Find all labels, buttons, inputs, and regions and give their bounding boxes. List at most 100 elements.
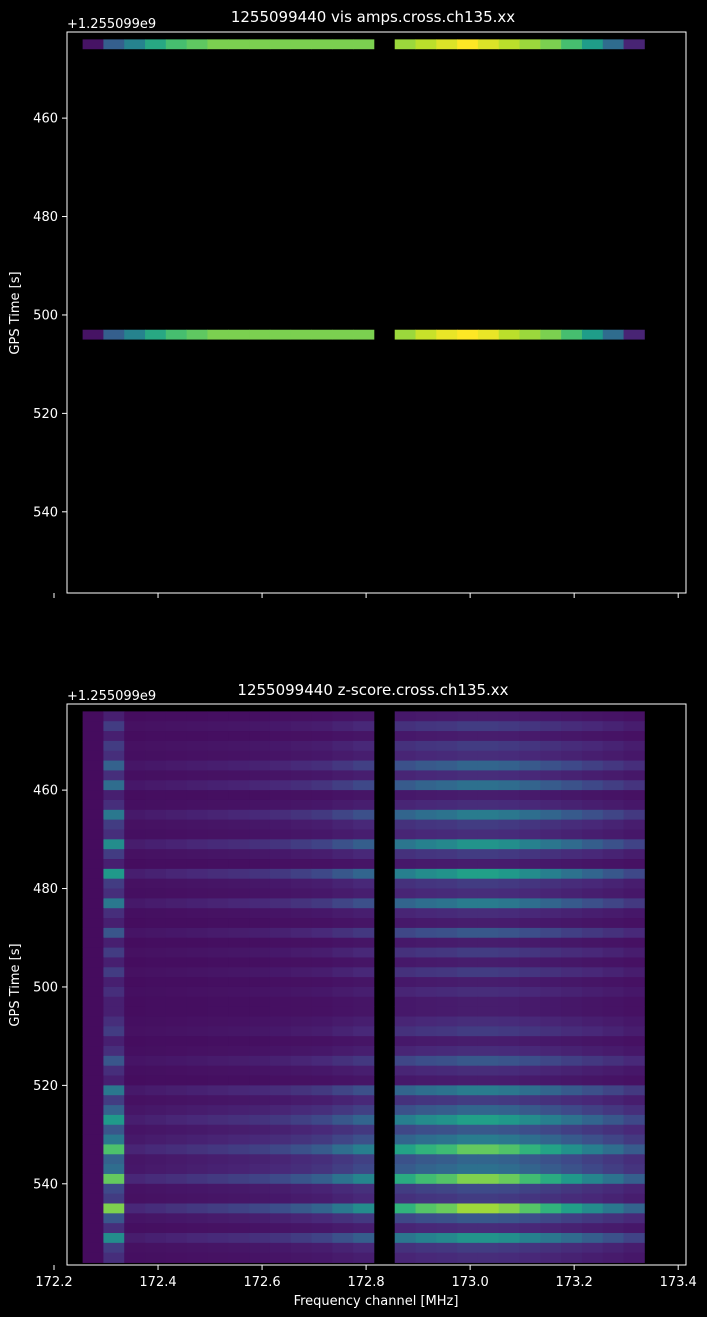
- heatmap-cell: [186, 908, 208, 919]
- heatmap-cell: [457, 1114, 479, 1126]
- heatmap-cell: [249, 1095, 271, 1106]
- heatmap-cell: [290, 329, 312, 340]
- heatmap-cell: [290, 1016, 312, 1027]
- heatmap-cell: [82, 859, 104, 870]
- heatmap-cell: [249, 1233, 271, 1244]
- heatmap-cell: [602, 750, 624, 761]
- heatmap-cell: [436, 770, 458, 781]
- heatmap-cell: [249, 829, 271, 840]
- heatmap-cell: [124, 1036, 146, 1047]
- heatmap-cell: [477, 780, 500, 791]
- heatmap-cell: [457, 819, 479, 830]
- heatmap-cell: [103, 839, 125, 850]
- heatmap-cell: [540, 1144, 562, 1155]
- heatmap-cell: [353, 937, 375, 948]
- heatmap-cell: [602, 927, 624, 939]
- heatmap-cell: [353, 967, 375, 978]
- heatmap-cell: [82, 819, 104, 830]
- heatmap-cell: [602, 839, 624, 850]
- heatmap-cell: [561, 1233, 583, 1244]
- heatmap-cell: [394, 799, 416, 811]
- heatmap-cell: [457, 1183, 479, 1195]
- heatmap-cell: [207, 1075, 229, 1086]
- heatmap-cell: [415, 809, 437, 821]
- heatmap-cell: [332, 937, 354, 948]
- heatmap-cell: [436, 750, 458, 761]
- heatmap-cell: [581, 868, 604, 880]
- heatmap-cell: [186, 1164, 208, 1175]
- heatmap-cell: [124, 1095, 146, 1106]
- heatmap-cell: [311, 721, 333, 732]
- heatmap-cell: [477, 1046, 500, 1057]
- heatmap-cell: [290, 780, 312, 791]
- heatmap-cell: [290, 868, 312, 880]
- heatmap-cell: [519, 898, 541, 909]
- heatmap-cell: [353, 809, 375, 821]
- heatmap-cell: [207, 790, 229, 801]
- heatmap-cell: [394, 711, 416, 722]
- heatmap-cell: [498, 918, 520, 929]
- heatmap-cell: [498, 1223, 520, 1234]
- heatmap-cell: [581, 1026, 604, 1037]
- heatmap-cell: [186, 967, 208, 978]
- heatmap-cell: [124, 878, 146, 889]
- heatmap-cell: [290, 1046, 312, 1057]
- heatmap-cell: [228, 1134, 250, 1145]
- heatmap-cell: [311, 1144, 333, 1155]
- heatmap-cell: [207, 1036, 229, 1047]
- heatmap-cell: [415, 1134, 437, 1145]
- heatmap-cell: [561, 937, 583, 948]
- heatmap-cell: [103, 1193, 125, 1204]
- heatmap-cell: [623, 1026, 645, 1037]
- heatmap-cell: [436, 1026, 458, 1037]
- heatmap-cell: [82, 1105, 104, 1116]
- heatmap-cell: [332, 1213, 354, 1224]
- heatmap-cell: [186, 868, 208, 880]
- heatmap-cell: [207, 888, 229, 899]
- heatmap-cell: [394, 918, 416, 929]
- heatmap-cell: [540, 1233, 562, 1244]
- heatmap-cell: [311, 1046, 333, 1057]
- heatmap-cell: [477, 1085, 500, 1096]
- heatmap-cell: [498, 927, 520, 939]
- heatmap-cell: [457, 1223, 479, 1234]
- heatmap-cell: [124, 1252, 146, 1263]
- heatmap-cell: [561, 1026, 583, 1037]
- heatmap-cell: [145, 760, 167, 771]
- heatmap-cell: [436, 819, 458, 830]
- heatmap-cell: [436, 977, 458, 988]
- heatmap-cell: [519, 1036, 541, 1047]
- heatmap-cell: [436, 711, 458, 722]
- heatmap-cell: [82, 1114, 104, 1126]
- heatmap-cell: [332, 918, 354, 929]
- heatmap-cell: [498, 760, 520, 771]
- heatmap-cell: [519, 1055, 541, 1067]
- heatmap-cell: [581, 1203, 604, 1214]
- heatmap-cell: [124, 1164, 146, 1175]
- heatmap-cell: [311, 1105, 333, 1116]
- heatmap-cell: [498, 790, 520, 801]
- heatmap-cell: [290, 711, 312, 722]
- heatmap-cell: [394, 760, 416, 771]
- heatmap-cell: [228, 1223, 250, 1234]
- heatmap-cell: [581, 986, 604, 998]
- heatmap-cell: [269, 1085, 292, 1096]
- heatmap-cell: [103, 986, 125, 998]
- heatmap-cell: [269, 731, 292, 742]
- heatmap-cell: [228, 1026, 250, 1037]
- heatmap-cell: [145, 731, 167, 742]
- heatmap-cell: [581, 957, 604, 968]
- heatmap-cell: [519, 790, 541, 801]
- heatmap-cell: [269, 1095, 292, 1106]
- heatmap-cell: [207, 721, 229, 732]
- heatmap-cell: [540, 947, 562, 958]
- heatmap-cell: [540, 1085, 562, 1096]
- heatmap-cell: [415, 849, 437, 860]
- heatmap-cell: [311, 1026, 333, 1037]
- heatmap-cell: [436, 1114, 458, 1126]
- heatmap-cell: [103, 790, 125, 801]
- heatmap-cell: [477, 859, 500, 870]
- heatmap-cell: [124, 849, 146, 860]
- heatmap-cell: [498, 849, 520, 860]
- heatmap-cell: [353, 1046, 375, 1057]
